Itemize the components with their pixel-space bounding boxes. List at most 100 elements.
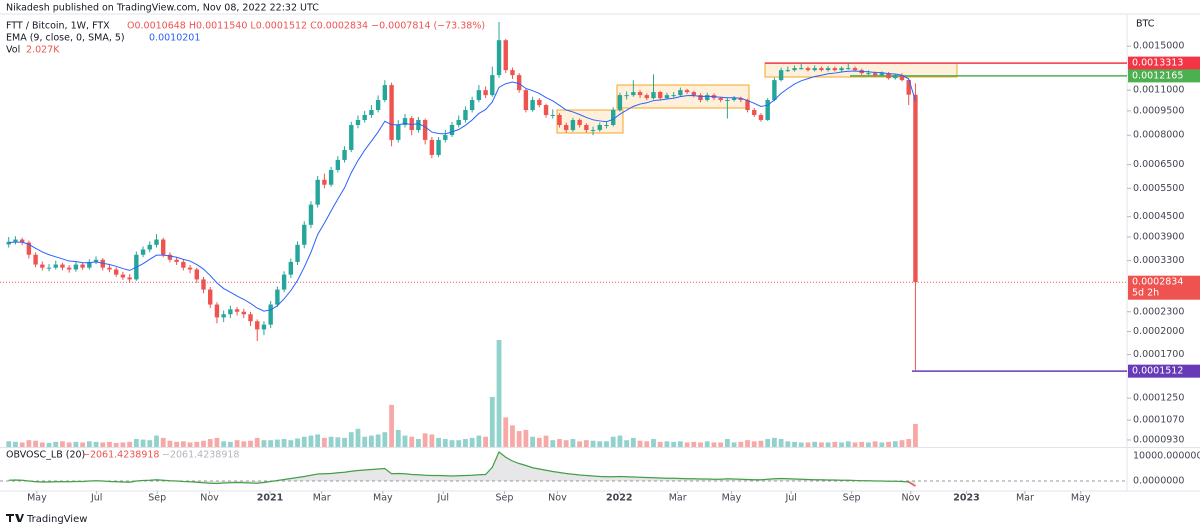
volume-bar xyxy=(261,440,267,447)
candle-body xyxy=(738,98,744,101)
volume-bar xyxy=(590,440,596,447)
volume-bar xyxy=(33,440,38,447)
ema-value: 0.0010201 xyxy=(149,33,200,44)
x-tick-label: Jul xyxy=(437,493,449,504)
volume-bar xyxy=(765,439,771,447)
volume-bar xyxy=(698,442,703,447)
candle-body xyxy=(611,110,616,125)
candle-body xyxy=(691,92,696,96)
volume-bar xyxy=(839,442,844,447)
candle-body xyxy=(255,321,260,330)
volume-bar xyxy=(510,425,515,447)
candle-body xyxy=(597,124,602,131)
volume-bar xyxy=(879,442,885,447)
volume-bar xyxy=(503,417,509,447)
candle-body xyxy=(167,254,173,260)
level-label-box xyxy=(1128,56,1200,70)
candle-body xyxy=(147,244,152,250)
volume-bar xyxy=(617,435,623,447)
candle-body xyxy=(563,124,569,131)
x-tick-label: Nov xyxy=(200,493,219,504)
candle-body xyxy=(731,98,737,101)
volume-bar xyxy=(530,436,536,447)
volume-bar xyxy=(6,441,12,447)
volume-bar xyxy=(913,423,918,447)
candle-body xyxy=(46,267,52,269)
candle-body xyxy=(154,239,159,245)
candle-body xyxy=(785,70,791,72)
volume-bar xyxy=(798,442,804,447)
volume-bar xyxy=(402,435,408,447)
volume-bar xyxy=(409,436,415,447)
volume-bar xyxy=(127,441,133,447)
volume-bar xyxy=(866,442,871,447)
level-label-box xyxy=(1128,69,1200,83)
candle-body xyxy=(308,204,314,225)
symbol: FTT / Bitcoin, 1W, FTX xyxy=(6,21,110,32)
candle-body xyxy=(443,135,448,140)
volume-bar xyxy=(872,441,878,447)
candle-body xyxy=(194,269,199,280)
candle-body xyxy=(631,92,636,96)
volume-bar xyxy=(684,442,690,447)
y-tick-label: 0.0001070 xyxy=(1133,415,1184,426)
candle-body xyxy=(73,264,79,270)
candle-body xyxy=(644,95,649,99)
candle-body xyxy=(819,68,824,71)
candle-body xyxy=(879,73,885,76)
obv-value: −2061.4238918 xyxy=(82,450,159,461)
brand-name: TradingView xyxy=(26,514,87,525)
candle-body xyxy=(281,274,287,290)
volume-bar xyxy=(751,441,757,447)
x-tick-label: Sep xyxy=(148,493,166,504)
candle-body xyxy=(402,118,408,125)
volume-bar xyxy=(288,440,294,447)
candle-body xyxy=(799,68,804,70)
volume-bar xyxy=(630,437,636,447)
volume-bar xyxy=(187,442,193,447)
candle-body xyxy=(161,239,166,255)
volume-bar xyxy=(416,439,421,447)
price-label-box xyxy=(1128,275,1200,300)
volume-bar xyxy=(778,439,784,447)
candle-body xyxy=(490,75,495,96)
volume-bar xyxy=(550,440,556,447)
candle-body xyxy=(6,241,11,245)
volume-bar xyxy=(348,432,354,447)
volume-bar xyxy=(704,441,710,447)
volume-bar xyxy=(355,428,361,447)
candle-body xyxy=(261,324,267,330)
volume-bar xyxy=(886,441,891,447)
y-tick-label: 0.0011000 xyxy=(1133,85,1184,96)
volume-bar xyxy=(53,441,59,447)
volume-bar xyxy=(66,442,72,447)
candle-body xyxy=(684,90,690,93)
x-tick-label: Nov xyxy=(901,493,920,504)
volume-bar xyxy=(140,439,146,447)
volume-bar xyxy=(362,436,368,447)
volume-bar xyxy=(496,340,502,447)
candle-body xyxy=(107,267,112,270)
candle-body xyxy=(624,95,629,97)
volume-bar xyxy=(46,443,52,447)
volume-bar xyxy=(489,396,495,447)
volume-bar xyxy=(463,439,468,447)
volume-bar xyxy=(26,440,32,447)
candle-body xyxy=(899,75,905,81)
candle-body xyxy=(516,75,522,91)
volume-bar xyxy=(389,404,394,447)
y-tick-label: 0.0002000 xyxy=(1133,326,1184,337)
volume-bar xyxy=(859,441,865,447)
candle-body xyxy=(302,224,307,245)
candle-body xyxy=(503,40,508,71)
marks: 0.0015000 0.0011000 0.0009500 0.0008000 0.00… xyxy=(0,21,1200,504)
volume-bar xyxy=(234,440,240,447)
ohlc-values: O0.0010648 H0.0011540 L0.0001512 C0.0002… xyxy=(127,21,485,32)
volume-bar xyxy=(711,442,717,447)
candle-body xyxy=(846,68,851,70)
candle-body xyxy=(792,68,797,71)
candle-body xyxy=(745,100,750,111)
ema-name: EMA (9, close, 0, SMA, 5) xyxy=(6,33,125,44)
volume-bar xyxy=(382,432,388,447)
